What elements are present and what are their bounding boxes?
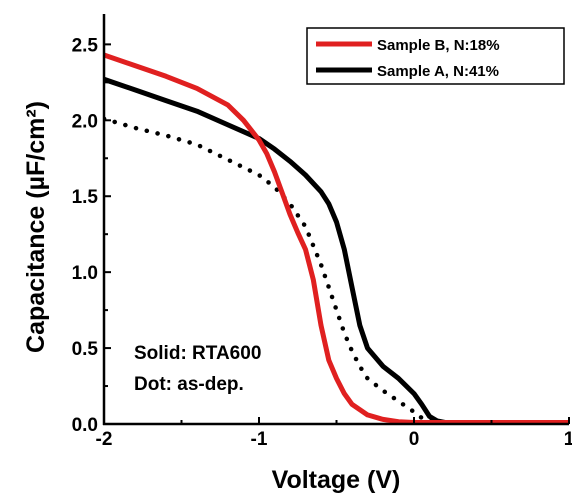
y-tick-label: 1.5 <box>72 187 99 208</box>
series-line-0 <box>104 52 569 424</box>
legend-box <box>306 27 565 85</box>
y-tick-label: 1.0 <box>72 263 98 284</box>
series-line-1 <box>104 76 569 424</box>
x-tick-label: -1 <box>251 429 268 450</box>
x-tick-label: 1 <box>564 429 572 450</box>
annotation-solid: Solid: RTA600 <box>134 343 261 364</box>
y-tick-label: 2.0 <box>72 111 98 132</box>
x-tick-label: -2 <box>96 429 113 450</box>
y-tick-label: 2.5 <box>72 35 99 56</box>
x-axis-title: Voltage (V) <box>272 466 401 494</box>
y-axis-title: Capacitance (µF/cm²) <box>22 101 50 353</box>
x-tick-label: 0 <box>409 429 420 450</box>
series-line-2 <box>104 116 569 424</box>
y-tick-label: 0.5 <box>72 339 99 360</box>
legend-label-sample-a: Sample A, N:41% <box>377 63 499 80</box>
ticks: -2 -1 0 1 0.0 0.5 1.0 1.5 2.0 2.5 <box>72 35 572 450</box>
plot-lines <box>104 52 569 424</box>
y-tick-label: 0.0 <box>72 415 98 436</box>
annotation-dot: Dot: as-dep. <box>134 374 244 395</box>
legend: Sample B, N:18% Sample A, N:41% <box>306 27 565 85</box>
legend-label-sample-b: Sample B, N:18% <box>377 37 500 54</box>
